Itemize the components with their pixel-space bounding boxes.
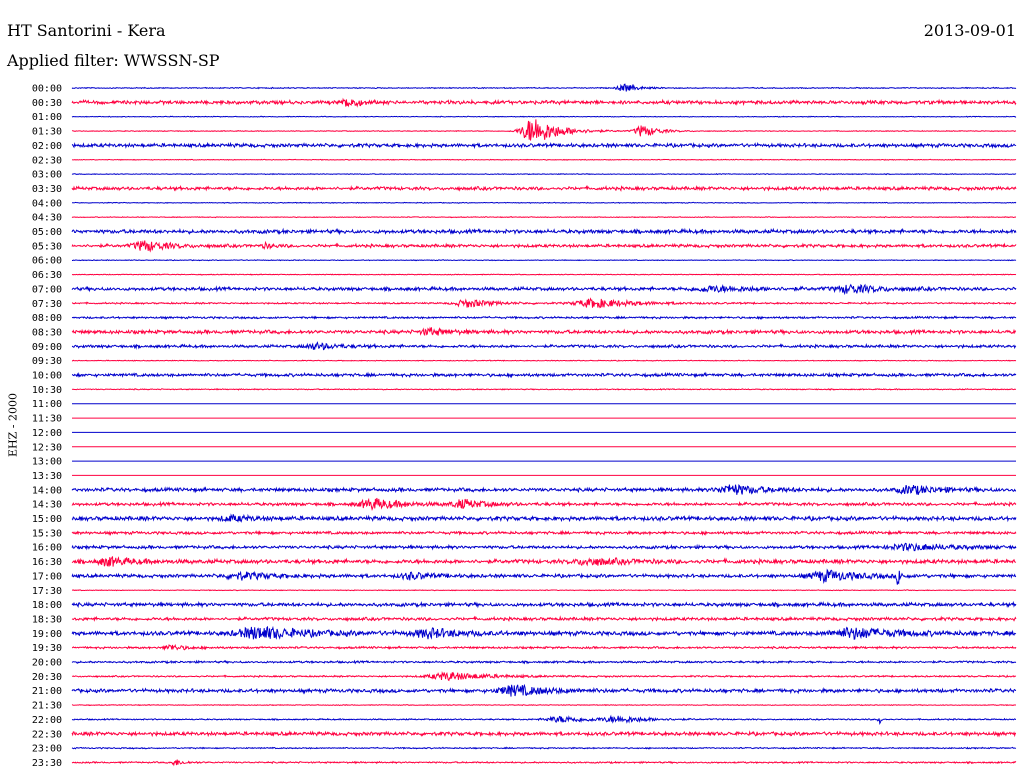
trace-line bbox=[71, 625, 1017, 640]
trace-line bbox=[71, 158, 1017, 161]
time-label: 03:00 bbox=[32, 170, 62, 181]
time-label: 16:30 bbox=[32, 557, 62, 568]
trace-line bbox=[71, 326, 1017, 337]
trace-line bbox=[71, 371, 1017, 379]
time-label: 18:00 bbox=[32, 600, 62, 611]
time-label: 18:30 bbox=[32, 614, 62, 625]
time-label: 16:00 bbox=[32, 543, 62, 554]
time-label: 12:00 bbox=[32, 428, 62, 439]
trace-line bbox=[71, 513, 1017, 523]
time-label: 05:30 bbox=[32, 241, 62, 252]
trace-line bbox=[71, 483, 1017, 495]
time-label: 11:00 bbox=[32, 399, 62, 410]
time-label: 11:30 bbox=[32, 414, 62, 425]
time-label: 08:30 bbox=[32, 327, 62, 338]
trace-line bbox=[71, 714, 1016, 725]
trace-line bbox=[71, 315, 1017, 320]
time-label: 19:30 bbox=[32, 643, 62, 654]
time-label: 10:00 bbox=[32, 371, 62, 382]
time-label: 02:30 bbox=[32, 155, 62, 166]
time-label: 20:00 bbox=[32, 658, 62, 669]
trace-line bbox=[71, 730, 1017, 738]
trace-line bbox=[71, 97, 1017, 108]
time-label: 01:30 bbox=[32, 127, 62, 138]
time-label: 02:00 bbox=[32, 141, 62, 152]
trace-line bbox=[71, 497, 1017, 512]
trace-line bbox=[71, 141, 1017, 150]
trace-line bbox=[71, 359, 1017, 362]
trace-line bbox=[72, 589, 1017, 592]
time-label: 03:30 bbox=[32, 184, 62, 195]
station-title: HT Santorini - Kera bbox=[7, 21, 166, 40]
trace-line bbox=[71, 184, 1017, 192]
trace-line bbox=[71, 529, 1017, 536]
trace-line bbox=[71, 240, 1017, 253]
trace-line bbox=[71, 643, 1017, 651]
time-label: 17:00 bbox=[32, 571, 62, 582]
trace-line bbox=[71, 556, 1017, 567]
trace-line bbox=[71, 615, 1017, 623]
time-label: 10:30 bbox=[32, 385, 62, 396]
time-label: 01:00 bbox=[32, 112, 62, 123]
trace-line bbox=[71, 659, 1017, 665]
trace-line bbox=[71, 746, 1017, 750]
time-label: 23:00 bbox=[32, 744, 62, 755]
time-label: 22:00 bbox=[32, 715, 62, 726]
trace-line bbox=[71, 119, 1017, 141]
trace-line bbox=[71, 216, 1017, 219]
trace-line bbox=[71, 172, 1017, 176]
trace-line bbox=[71, 759, 1017, 767]
trace-line bbox=[71, 683, 1017, 697]
time-label: 07:30 bbox=[32, 299, 62, 310]
trace-line bbox=[71, 297, 1017, 309]
time-label: 19:00 bbox=[32, 629, 62, 640]
time-label: 20:30 bbox=[32, 672, 62, 683]
filter-label: Applied filter: WWSSN-SP bbox=[7, 51, 220, 70]
time-label: 08:00 bbox=[32, 313, 62, 324]
trace-line bbox=[71, 568, 1017, 585]
time-label: 07:00 bbox=[32, 284, 62, 295]
time-label: 13:00 bbox=[32, 457, 62, 468]
time-label: 05:00 bbox=[32, 227, 62, 238]
time-label: 21:00 bbox=[32, 686, 62, 697]
trace-line bbox=[71, 341, 1017, 351]
time-label: 22:30 bbox=[32, 729, 62, 740]
trace-line bbox=[71, 273, 1017, 276]
time-label: 06:00 bbox=[32, 256, 62, 267]
time-label: 04:00 bbox=[32, 198, 62, 209]
trace-line bbox=[71, 542, 1017, 552]
trace-line bbox=[71, 703, 1016, 707]
trace-line bbox=[71, 387, 1017, 391]
time-label: 09:00 bbox=[32, 342, 62, 353]
trace-line bbox=[71, 600, 1017, 609]
time-label: 12:30 bbox=[32, 442, 62, 453]
trace-line bbox=[71, 83, 1017, 92]
trace-line bbox=[71, 227, 1017, 236]
plot-date: 2013-09-01 bbox=[923, 21, 1016, 40]
time-label: 21:30 bbox=[32, 701, 62, 712]
time-label: 00:30 bbox=[32, 98, 62, 109]
time-label: 17:30 bbox=[32, 586, 62, 597]
trace-line bbox=[71, 201, 1017, 204]
time-label: 13:30 bbox=[32, 471, 62, 482]
trace-line bbox=[71, 283, 1017, 296]
time-label: 00:00 bbox=[32, 84, 62, 95]
time-label: 14:00 bbox=[32, 485, 62, 496]
time-label: 23:30 bbox=[32, 758, 62, 769]
time-label: 09:30 bbox=[32, 356, 62, 367]
time-label: 06:30 bbox=[32, 270, 62, 281]
time-label: 15:30 bbox=[32, 528, 62, 539]
time-label: 04:30 bbox=[32, 213, 62, 224]
trace-line bbox=[71, 115, 1017, 118]
time-label: 15:00 bbox=[32, 514, 62, 525]
trace-line bbox=[72, 259, 1017, 262]
trace-line bbox=[71, 670, 1017, 682]
time-label: 14:30 bbox=[32, 500, 62, 511]
